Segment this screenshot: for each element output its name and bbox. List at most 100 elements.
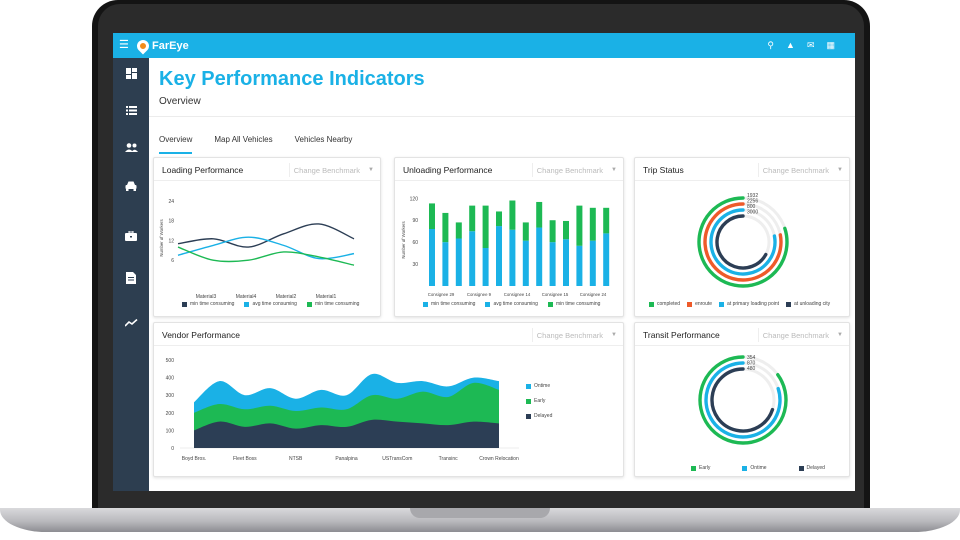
sidebar-item-list[interactable] [113, 100, 149, 120]
apps-grid-icon[interactable]: ▦ [826, 40, 835, 50]
sidebar [113, 58, 149, 491]
series-line [177, 246, 355, 266]
change-benchmark-select[interactable]: Change Benchmark ▼ [757, 328, 843, 342]
y-tick-label: 90 [412, 218, 418, 224]
bar-avg [509, 229, 516, 286]
legend-item: completed [649, 301, 680, 307]
bar-avg [496, 226, 502, 286]
logo-text: FarEye [152, 39, 189, 52]
legend-label: Ontime [534, 383, 551, 389]
change-benchmark-select[interactable]: Change Benchmark ▼ [757, 163, 843, 177]
vendor-area-chart: 500 400 300 200 100 0 Boyd Bros. Fleet Boss NTSB… [166, 358, 519, 462]
car-icon [125, 181, 137, 191]
x-tick-label: Material1 [316, 294, 337, 300]
app-screen: ☰ FarEye ⚲ ▲ ✉ ▦ [113, 33, 855, 491]
ring-value-label: 2256 [747, 199, 758, 205]
change-benchmark-select[interactable]: Change Benchmark ▼ [531, 163, 617, 177]
card-title: Trip Status [643, 165, 684, 175]
hamburger-menu-icon[interactable]: ☰ [119, 39, 129, 51]
ring-bar [710, 367, 775, 433]
x-tick-label: Material3 [196, 294, 217, 300]
bar-min [482, 205, 489, 248]
y-axis-label: Number of Workers [159, 219, 164, 256]
top-bar: ☰ FarEye ⚲ ▲ ✉ ▦ [113, 33, 855, 58]
unloading-legend: min time consuming avg time consuming mi… [423, 301, 600, 307]
trend-icon [124, 319, 138, 327]
legend-item: Delayed [526, 413, 552, 419]
legend-item: at primary loading point [719, 301, 779, 307]
list-icon [125, 105, 137, 115]
ring-bar [697, 196, 789, 288]
chevron-down-icon: ▼ [611, 167, 617, 173]
legend-label: min time consuming [190, 301, 235, 307]
tab-bar: Overview Map All Vehicles Vehicles Nearb… [159, 135, 352, 154]
x-tick-label: Material2 [276, 294, 297, 300]
x-tick-label: Boyd Bros. [182, 456, 206, 462]
tab-overview[interactable]: Overview [159, 135, 193, 154]
legend-label: at unloading city [794, 301, 831, 307]
change-benchmark-select[interactable]: Change Benchmark ▼ [531, 328, 617, 342]
legend-swatch [485, 301, 491, 307]
legend-swatch [526, 398, 531, 404]
tab-map-all-vehicles[interactable]: Map All Vehicles [214, 135, 273, 144]
y-tick-label: 300 [166, 393, 175, 399]
x-tick-label: Consignee 15 [542, 292, 569, 297]
legend-swatch [687, 301, 693, 307]
sidebar-item-jobs[interactable] [113, 226, 149, 246]
legend-item: min time consuming [306, 301, 359, 307]
ring-bar [715, 214, 768, 270]
sidebar-item-analytics[interactable] [113, 313, 149, 333]
dashboard-icon [125, 67, 137, 79]
bell-icon[interactable]: ▲ [786, 40, 795, 50]
sidebar-item-dashboard[interactable] [113, 63, 149, 83]
series-area [194, 419, 499, 448]
card-divider [154, 345, 623, 346]
bar-avg [442, 242, 449, 286]
chevron-down-icon: ▼ [837, 332, 843, 338]
y-tick-label: 24 [168, 199, 174, 205]
y-tick-label: 18 [168, 219, 174, 225]
transit-legend: Early Ontime Delayed [691, 465, 825, 471]
ring-bar [703, 202, 783, 282]
card-title: Unloading Performance [403, 165, 493, 175]
change-benchmark-select[interactable]: Change Benchmark ▼ [288, 163, 374, 177]
mail-icon[interactable]: ✉ [806, 40, 815, 50]
legend-swatch [798, 465, 804, 471]
legend-item: Ontime [742, 465, 767, 471]
unloading-performance-card: Unloading Performance Change Benchmark ▼ … [394, 157, 624, 317]
ring-value-label: 800 [747, 204, 756, 210]
page-title: Key Performance Indicators [159, 68, 425, 90]
users-icon [124, 142, 138, 152]
ring-bar [704, 361, 782, 439]
bar-avg [536, 227, 543, 286]
bar-min [429, 203, 435, 229]
legend-label: Ontime [750, 465, 767, 471]
card-divider [635, 180, 849, 181]
bar-min [576, 205, 583, 246]
sidebar-item-users[interactable] [113, 137, 149, 157]
laptop-notch [410, 508, 550, 518]
legend-item: Delayed [798, 465, 825, 471]
bar-avg [576, 245, 583, 286]
trip-status-card: Trip Status Change Benchmark ▼ 1932 2256 80… [634, 157, 850, 317]
legend-item: enroute [687, 301, 712, 307]
search-icon[interactable]: ⚲ [767, 40, 775, 50]
y-tick-label: 200 [166, 411, 175, 417]
y-tick-label: 30 [412, 262, 418, 268]
trip-legend: completed enroute at primary loading poi… [649, 301, 830, 307]
app-logo[interactable]: FarEye [134, 37, 189, 54]
sidebar-item-documents[interactable] [113, 268, 149, 288]
legend-swatch [244, 301, 250, 307]
card-divider [154, 180, 380, 181]
y-tick-label: 12 [168, 238, 174, 244]
tab-vehicles-nearby[interactable]: Vehicles Nearby [294, 135, 353, 144]
sidebar-item-vehicles[interactable] [113, 176, 149, 196]
ring-bar [709, 208, 777, 276]
bar-avg [455, 238, 462, 286]
chevron-down-icon: ▼ [837, 167, 843, 173]
legend-item: min time consuming [182, 301, 234, 307]
legend-swatch [786, 301, 792, 307]
bar-avg [522, 240, 529, 286]
x-tick-label: Material4 [236, 294, 257, 300]
bar-avg [482, 248, 489, 286]
